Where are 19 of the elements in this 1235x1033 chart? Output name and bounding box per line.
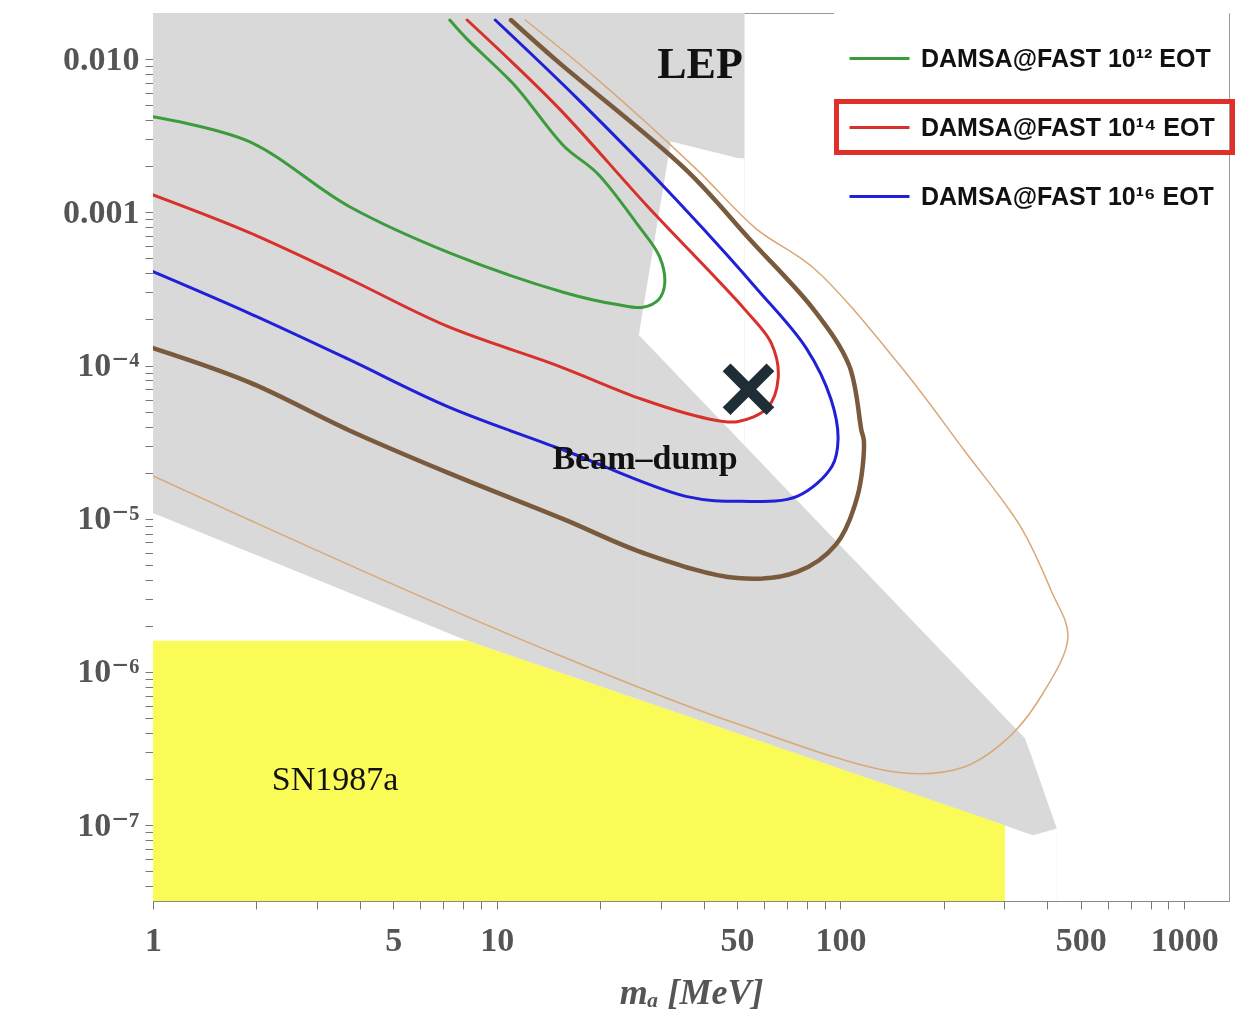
legend-label: DAMSA@FAST 10¹² EOT	[921, 43, 1211, 72]
x-tick-label: 10	[480, 920, 515, 958]
y-tick-label: 10⁻⁶	[77, 652, 140, 690]
y-tick-label: 0.010	[63, 39, 140, 77]
x-tick-label: 100	[815, 920, 867, 958]
y-tick-label: 10⁻⁴	[77, 346, 140, 384]
legend-label: DAMSA@FAST 10¹⁶ EOT	[921, 181, 1214, 210]
x-tick-label: 50	[720, 920, 755, 958]
x-tick-label: 1000	[1150, 920, 1219, 958]
annotation: SN1987a	[271, 760, 399, 797]
annotation: LEP	[657, 39, 743, 88]
legend-label: DAMSA@FAST 10¹⁴ EOT	[921, 112, 1215, 141]
x-tick-label: 500	[1055, 920, 1107, 958]
x-tick-label: 1	[145, 920, 162, 958]
y-tick-label: 0.001	[63, 192, 140, 230]
x-axis-title: mₐ [MeV]	[619, 971, 764, 1012]
y-tick-label: 10⁻⁵	[77, 499, 140, 537]
x-tick-label: 5	[385, 920, 403, 958]
y-tick-label: 10⁻⁷	[77, 805, 140, 843]
